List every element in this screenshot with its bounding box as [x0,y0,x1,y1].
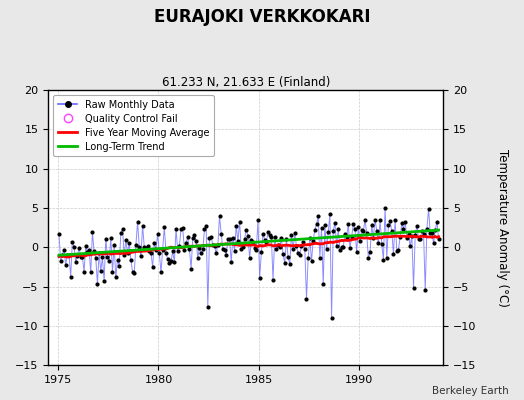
Legend: Raw Monthly Data, Quality Control Fail, Five Year Moving Average, Long-Term Tren: Raw Monthly Data, Quality Control Fail, … [53,95,214,156]
Title: 61.233 N, 21.633 E (Finland): 61.233 N, 21.633 E (Finland) [161,76,330,89]
Text: EURAJOKI VERKKOKARI: EURAJOKI VERKKOKARI [154,8,370,26]
Text: Berkeley Earth: Berkeley Earth [432,386,508,396]
Y-axis label: Temperature Anomaly (°C): Temperature Anomaly (°C) [496,149,509,307]
